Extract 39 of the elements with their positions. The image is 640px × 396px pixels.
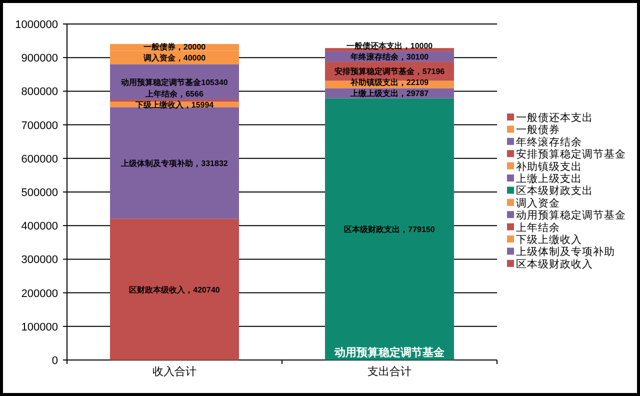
x-tick-label: 收入合计 [152,365,196,378]
legend-label: 一般债还本支出 [516,111,593,124]
y-tick-label: 1000000 [15,19,58,31]
data-label: 上年结余，6566 [144,89,204,98]
y-tick-label: 200000 [21,288,58,300]
legend-label: 上缴上级支出 [516,172,582,185]
y-tick-label: 900000 [21,52,58,65]
y-tick-label: 100000 [21,321,58,334]
y-tick-label: 700000 [21,120,58,132]
data-label: 动用预算稳定调节基金105340 [120,76,228,87]
data-label: 安排预算稳定调节基金，57196 [334,66,446,76]
legend-label: 一般债券 [516,123,560,136]
legend-label: 安排预算稳定调节基金 [516,148,626,161]
legend-label: 动用预算稳定调节基金 [516,208,626,222]
data-label: 区财政本级收入，420740 [129,285,220,294]
x-tick-label: 支出合计 [368,365,412,378]
legend-label: 年终滚存结余 [516,135,582,148]
legend-label: 上级体制及专项补助 [516,245,615,258]
legend-label: 下级上缴收入 [516,233,582,246]
legend-label: 调入资金 [516,196,560,210]
y-tick-label: 800000 [21,86,58,98]
data-label: 补助镇级支出，22109 [349,78,430,88]
data-label: 一般债券，20000 [143,42,206,52]
legend-label: 区本级财政支出 [516,184,593,198]
legend-label: 补助镇级支出 [516,160,582,173]
annotation: 动用预算稳定调节基金 [334,346,446,359]
data-label: 调入资金，40000 [142,53,206,62]
data-label: 区本级财政支出，779150 [344,225,436,234]
data-label: 上缴上级支出，29787 [349,89,430,98]
data-label: 上级体制及专项补助，331832 [120,158,228,168]
data-label: 下级上缴收入，15994 [134,100,214,110]
y-tick-label: 500000 [21,187,58,199]
y-tick-label: 0 [52,355,58,367]
legend-label: 上年结余 [516,220,560,234]
y-tick-label: 300000 [21,254,58,266]
legend-label: 区本级财政收入 [516,257,593,270]
y-tick-label: 600000 [21,153,58,166]
data-label: 年终滚存结余，30100 [349,52,430,62]
y-tick-label: 400000 [21,220,58,233]
